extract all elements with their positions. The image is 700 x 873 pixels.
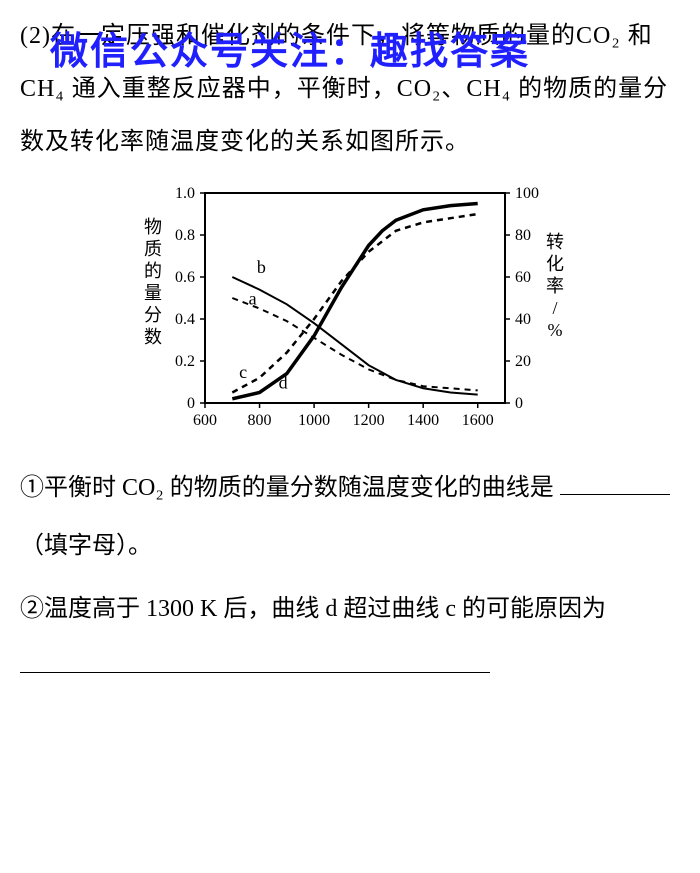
svg-text:b: b	[257, 257, 266, 277]
question-2: ②温度高于 1300 K 后，曲线 d 超过曲线 c 的可能原因为	[20, 581, 680, 696]
q2-text: ②温度高于 1300 K 后，曲线 d 超过曲线 c 的可能原因为	[20, 596, 606, 622]
svg-text:600: 600	[193, 412, 217, 429]
svg-text:质: 质	[144, 239, 162, 259]
svg-text:量: 量	[144, 283, 162, 303]
svg-text:率: 率	[546, 276, 564, 296]
q1-text: ①平衡时 CO₂ 的物质的量分数随温度变化的曲线是	[20, 475, 554, 501]
svg-text:的: 的	[144, 261, 162, 281]
svg-text:800: 800	[248, 412, 272, 429]
q2-blank	[20, 649, 490, 673]
svg-text:1600: 1600	[462, 412, 494, 429]
svg-text:1400: 1400	[407, 412, 439, 429]
svg-text:分: 分	[144, 305, 162, 325]
svg-text:0.4: 0.4	[175, 311, 195, 328]
svg-text:/: /	[552, 298, 557, 318]
chart-svg: 600 800 1000 1200 1400 1600 0 0.2 0.4 0.6 0.8 1.0 0 2…	[135, 178, 565, 438]
svg-text:转: 转	[546, 232, 564, 252]
q1-blank	[560, 471, 670, 495]
svg-text:数: 数	[144, 327, 162, 347]
svg-text:0.8: 0.8	[175, 227, 195, 244]
svg-text:20: 20	[515, 353, 531, 370]
watermark-text: 微信公众号关注：趣找答案	[50, 20, 530, 75]
svg-text:60: 60	[515, 269, 531, 286]
svg-text:1000: 1000	[298, 412, 330, 429]
svg-text:80: 80	[515, 227, 531, 244]
svg-text:1.0: 1.0	[175, 185, 195, 202]
svg-text:d: d	[279, 373, 288, 393]
svg-text:0: 0	[187, 395, 195, 412]
svg-text:c: c	[239, 362, 247, 382]
question-1: ①平衡时 CO₂ 的物质的量分数随温度变化的曲线是 （填字母）。	[20, 460, 680, 575]
svg-text:1200: 1200	[353, 412, 385, 429]
svg-text:0.2: 0.2	[175, 353, 195, 370]
svg-text:物: 物	[144, 217, 162, 237]
svg-text:%: %	[548, 320, 563, 340]
svg-text:40: 40	[515, 311, 531, 328]
svg-text:0: 0	[515, 395, 523, 412]
q1-suffix: （填字母）。	[20, 533, 152, 559]
svg-text:0.6: 0.6	[175, 269, 195, 286]
svg-text:a: a	[249, 289, 257, 309]
svg-text:化: 化	[546, 254, 564, 274]
svg-text:100: 100	[515, 185, 539, 202]
chart-figure: 600 800 1000 1200 1400 1600 0 0.2 0.4 0.6 0.8 1.0 0 2…	[135, 178, 565, 445]
